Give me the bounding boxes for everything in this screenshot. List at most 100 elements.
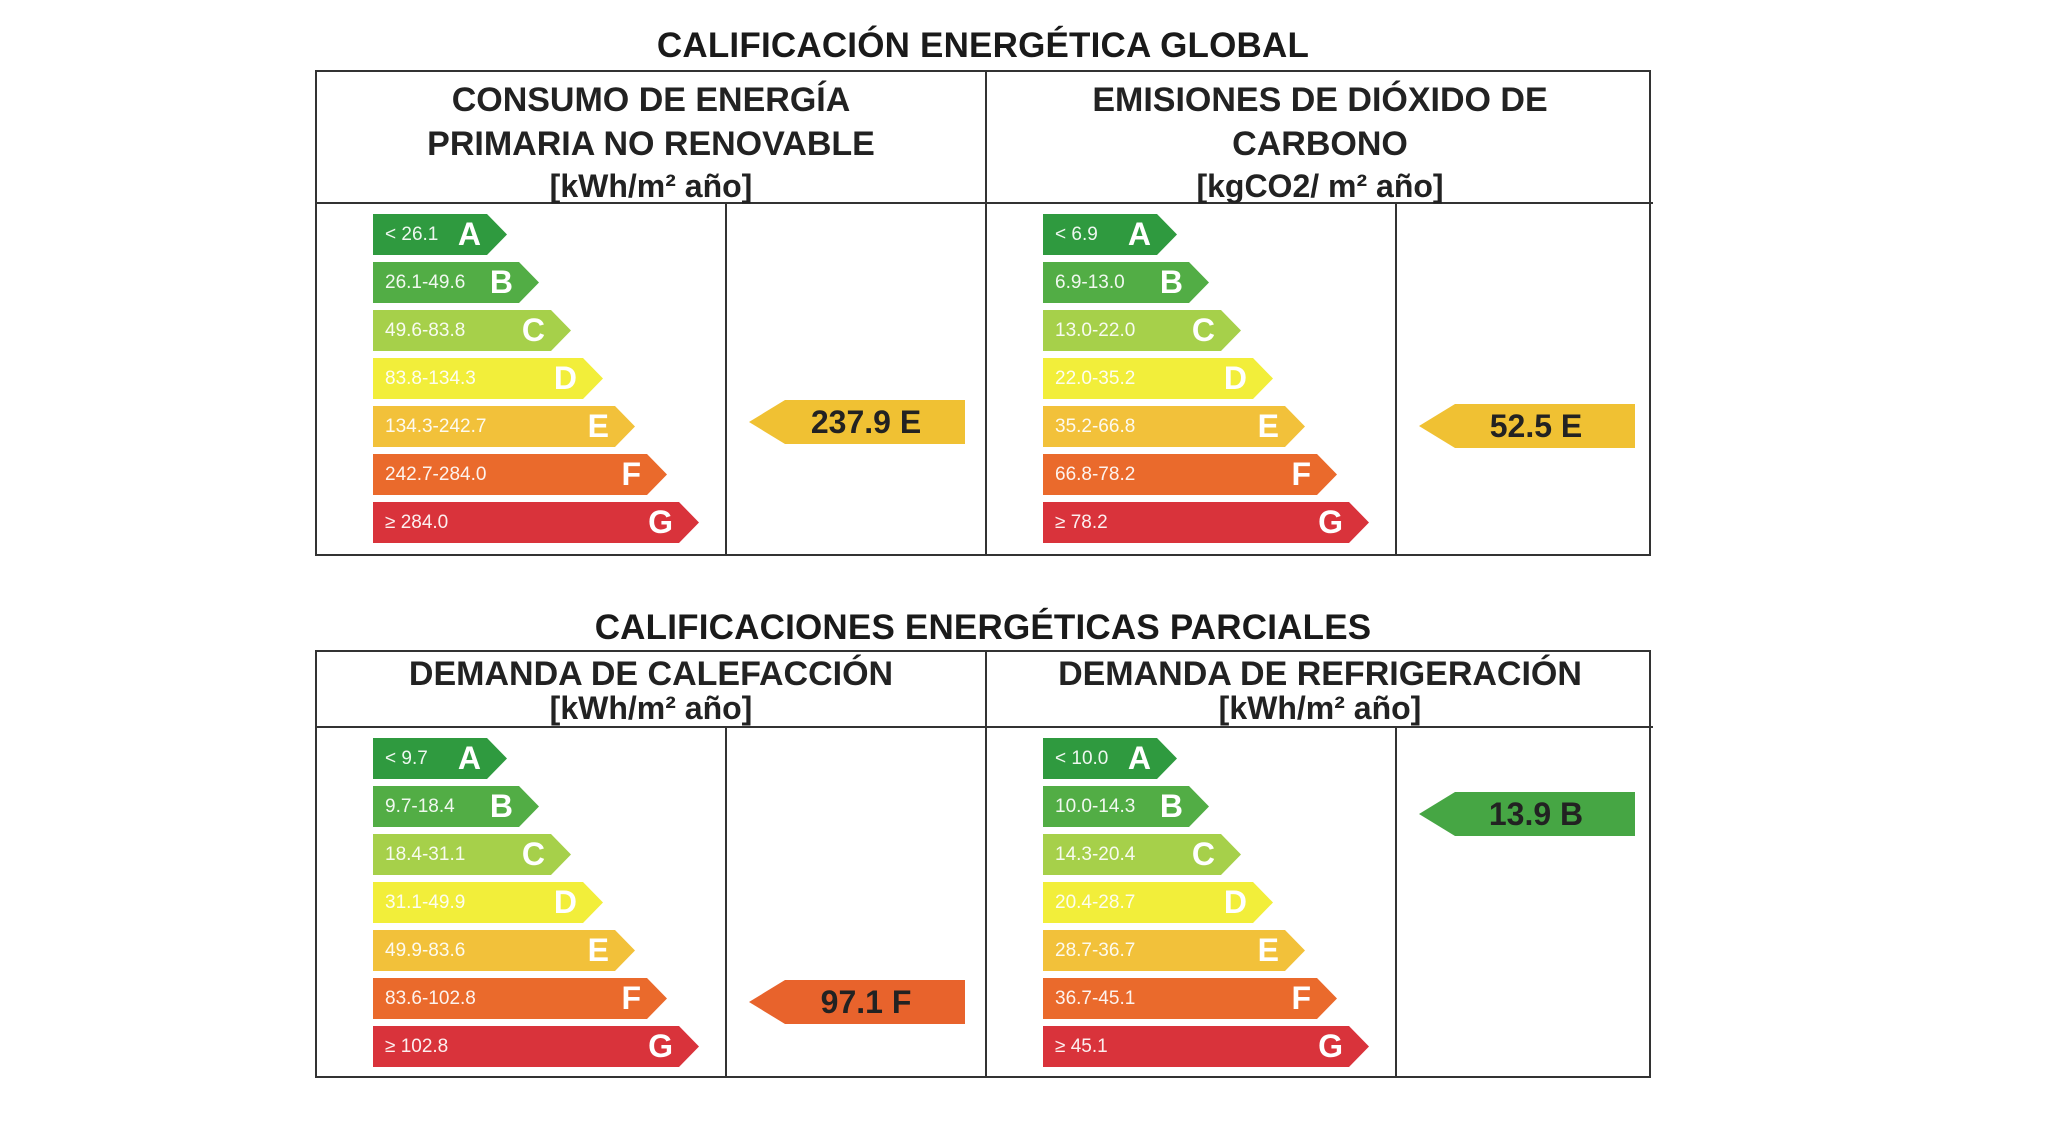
block-unit: [kWh/m² año] bbox=[549, 690, 753, 726]
rating-scale: < 26.1 A 26.1-49.6 B 49.6-83.8 C 83.8-134.3 D 13… bbox=[317, 204, 727, 554]
block-title-line: EMISIONES DE DIÓXIDO DE bbox=[1092, 81, 1548, 119]
rating-bar-f: 242.7-284.0 F bbox=[373, 454, 667, 495]
rating-letter: C bbox=[521, 836, 545, 872]
rating-range: ≥ 102.8 bbox=[385, 1035, 449, 1057]
rating-range: 10.0-14.3 bbox=[1055, 795, 1136, 817]
rating-range: 13.0-22.0 bbox=[1055, 319, 1136, 341]
block-title-line: DEMANDA DE REFRIGERACIÓN bbox=[1058, 655, 1582, 693]
rating-scale: < 6.9 A 6.9-13.0 B 13.0-22.0 C 22.0-35.2 D 35.2-… bbox=[987, 204, 1397, 554]
rating-bar-e: 49.9-83.6 E bbox=[373, 930, 635, 971]
rating-range: 31.1-49.9 bbox=[385, 891, 466, 913]
rating-letter: E bbox=[1257, 408, 1279, 444]
rating-bar-c: 14.3-20.4 C bbox=[1043, 834, 1241, 875]
block-title-line: DEMANDA DE CALEFACCIÓN bbox=[408, 655, 894, 693]
rating-bar-g: ≥ 102.8 G bbox=[373, 1026, 699, 1067]
rating-letter: A bbox=[457, 740, 481, 776]
rating-range: < 9.7 bbox=[385, 747, 428, 769]
global-rating-panel: CONSUMO DE ENERGÍA PRIMARIA NO RENOVABLE… bbox=[315, 70, 1653, 556]
rating-bar-e: 28.7-36.7 E bbox=[1043, 930, 1305, 971]
rating-bar-f: 36.7-45.1 F bbox=[1043, 978, 1337, 1019]
block-header: CONSUMO DE ENERGÍA PRIMARIA NO RENOVABLE… bbox=[317, 72, 985, 204]
rating-bar-g: ≥ 284.0 G bbox=[373, 502, 699, 543]
rating-range: ≥ 284.0 bbox=[385, 511, 449, 533]
rating-range: < 10.0 bbox=[1055, 747, 1109, 769]
rating-range: 83.6-102.8 bbox=[385, 987, 476, 1009]
rating-letter: B bbox=[1159, 788, 1183, 824]
block-header: DEMANDA DE CALEFACCIÓN [kWh/m² año] bbox=[317, 652, 985, 728]
rating-letter: C bbox=[1191, 836, 1215, 872]
rating-letter: D bbox=[553, 884, 577, 920]
rating-range: 49.9-83.6 bbox=[385, 939, 466, 961]
rating-bar-d: 83.8-134.3 D bbox=[373, 358, 603, 399]
rating-range: 22.0-35.2 bbox=[1055, 367, 1136, 389]
block-consumo-energia: CONSUMO DE ENERGÍA PRIMARIA NO RENOVABLE… bbox=[317, 72, 985, 554]
rating-letter: D bbox=[1223, 360, 1247, 396]
rating-range: 49.6-83.8 bbox=[385, 319, 466, 341]
rating-range: 35.2-66.8 bbox=[1055, 415, 1136, 437]
rating-letter: F bbox=[1291, 456, 1311, 492]
rating-bar-d: 22.0-35.2 D bbox=[1043, 358, 1273, 399]
rating-bar-g: ≥ 78.2 G bbox=[1043, 502, 1369, 543]
rating-letter: G bbox=[1318, 504, 1343, 540]
rating-range: ≥ 45.1 bbox=[1055, 1035, 1108, 1057]
rating-letter: A bbox=[1127, 740, 1151, 776]
rating-bar-a: < 6.9 A bbox=[1043, 214, 1177, 255]
rating-indicator: 52.5 E bbox=[1419, 404, 1635, 448]
block-demanda-refrigeracion: DEMANDA DE REFRIGERACIÓN [kWh/m² año] < … bbox=[985, 652, 1653, 1076]
block-unit: [kWh/m² año] bbox=[549, 168, 753, 204]
rating-letter: D bbox=[553, 360, 577, 396]
rating-letter: G bbox=[648, 1028, 673, 1064]
rating-bar-b: 9.7-18.4 B bbox=[373, 786, 539, 827]
rating-range: 242.7-284.0 bbox=[385, 463, 487, 485]
rating-range: 66.8-78.2 bbox=[1055, 463, 1136, 485]
rating-bar-f: 83.6-102.8 F bbox=[373, 978, 667, 1019]
rating-indicator: 13.9 B bbox=[1419, 792, 1635, 836]
rating-range: 6.9-13.0 bbox=[1055, 271, 1125, 293]
rating-range: 14.3-20.4 bbox=[1055, 843, 1136, 865]
rating-bar-a: < 9.7 A bbox=[373, 738, 507, 779]
rating-indicator: 237.9 E bbox=[749, 400, 965, 444]
rating-letter: E bbox=[587, 932, 609, 968]
rating-bar-d: 31.1-49.9 D bbox=[373, 882, 603, 923]
rating-range: 9.7-18.4 bbox=[385, 795, 455, 817]
rating-letter: A bbox=[1127, 216, 1151, 252]
rating-scale: < 9.7 A 9.7-18.4 B 18.4-31.1 C 31.1-49.9 D 49.9-… bbox=[317, 728, 727, 1076]
rating-bar-d: 20.4-28.7 D bbox=[1043, 882, 1273, 923]
rating-bar-a: < 26.1 A bbox=[373, 214, 507, 255]
rating-letter: C bbox=[521, 312, 545, 348]
block-title-line: CARBONO bbox=[1232, 125, 1408, 163]
rating-bar-b: 10.0-14.3 B bbox=[1043, 786, 1209, 827]
rating-range: 28.7-36.7 bbox=[1055, 939, 1136, 961]
rating-range: < 26.1 bbox=[385, 223, 439, 245]
rating-range: 134.3-242.7 bbox=[385, 415, 487, 437]
rating-bar-a: < 10.0 A bbox=[1043, 738, 1177, 779]
rating-letter: B bbox=[489, 788, 513, 824]
rating-range: 20.4-28.7 bbox=[1055, 891, 1136, 913]
block-demanda-calefaccion: DEMANDA DE CALEFACCIÓN [kWh/m² año] < 9.… bbox=[317, 652, 985, 1076]
rating-letter: B bbox=[489, 264, 513, 300]
rating-bar-g: ≥ 45.1 G bbox=[1043, 1026, 1369, 1067]
block-header: EMISIONES DE DIÓXIDO DE CARBONO [kgCO2/ … bbox=[987, 72, 1653, 204]
rating-indicator: 97.1 F bbox=[749, 980, 965, 1024]
rating-range: 36.7-45.1 bbox=[1055, 987, 1136, 1009]
rating-letter: E bbox=[587, 408, 609, 444]
rating-range: 26.1-49.6 bbox=[385, 271, 466, 293]
rating-letter: F bbox=[621, 980, 641, 1016]
rating-bar-c: 49.6-83.8 C bbox=[373, 310, 571, 351]
block-header: DEMANDA DE REFRIGERACIÓN [kWh/m² año] bbox=[987, 652, 1653, 728]
rating-bar-c: 13.0-22.0 C bbox=[1043, 310, 1241, 351]
rating-bar-f: 66.8-78.2 F bbox=[1043, 454, 1337, 495]
rating-letter: F bbox=[621, 456, 641, 492]
rating-range: 18.4-31.1 bbox=[385, 843, 466, 865]
rating-scale: < 10.0 A 10.0-14.3 B 14.3-20.4 C 20.4-28.7 D 28.… bbox=[987, 728, 1397, 1076]
rating-range: ≥ 78.2 bbox=[1055, 511, 1108, 533]
rating-letter: A bbox=[457, 216, 481, 252]
rating-letter: F bbox=[1291, 980, 1311, 1016]
block-title-line: PRIMARIA NO RENOVABLE bbox=[427, 125, 875, 163]
block-unit: [kWh/m² año] bbox=[1218, 690, 1422, 726]
rating-letter: G bbox=[648, 504, 673, 540]
block-title-line: CONSUMO DE ENERGÍA bbox=[451, 81, 851, 119]
rating-bar-c: 18.4-31.1 C bbox=[373, 834, 571, 875]
rating-range: < 6.9 bbox=[1055, 223, 1098, 245]
rating-bar-b: 26.1-49.6 B bbox=[373, 262, 539, 303]
